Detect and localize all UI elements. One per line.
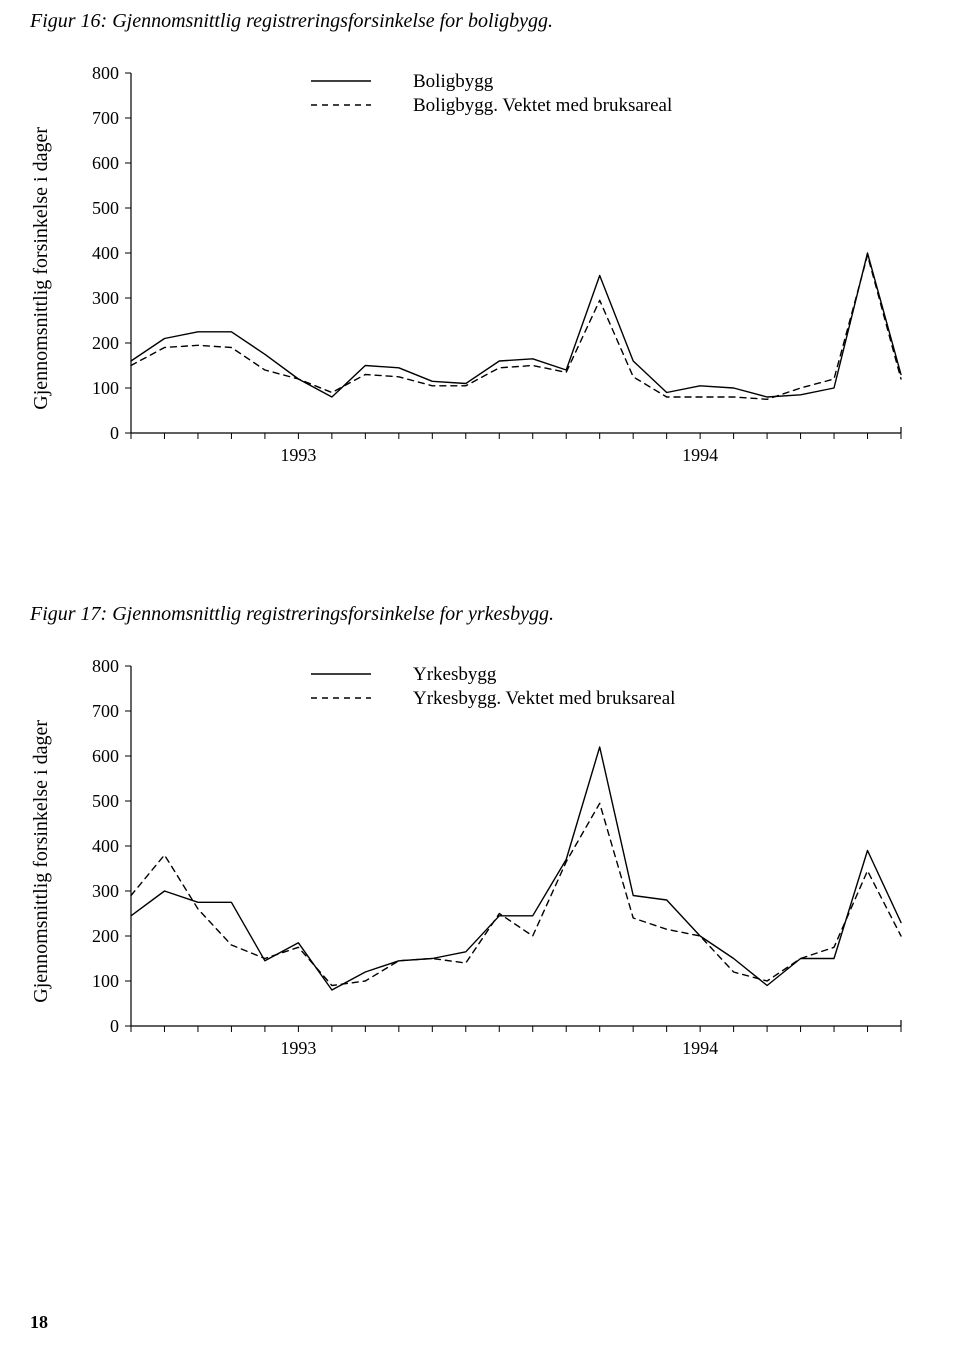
legend-label: Yrkesbygg. Vektet med bruksareal [413,688,675,709]
legend-label: Boligbygg [413,71,494,92]
y-tick-label: 500 [92,791,119,811]
page-number: 18 [30,1312,48,1333]
figure-16-title: Figur 16: Gjennomsnittlig registreringsf… [30,10,930,33]
y-tick-label: 400 [92,836,119,856]
y-tick-label: 700 [92,108,119,128]
y-tick-label: 600 [92,153,119,173]
figure-17-ylabel: Gjennomsnittlig forsinkelse i dager [30,720,53,1003]
y-tick-label: 600 [92,746,119,766]
y-tick-label: 800 [92,656,119,676]
y-tick-label: 0 [110,1016,119,1036]
x-tick-label: 1993 [280,445,316,465]
y-tick-label: 800 [92,63,119,83]
y-tick-label: 0 [110,423,119,443]
figure-16-ylabel: Gjennomsnittlig forsinkelse i dager [30,127,53,410]
x-tick-label: 1994 [682,1038,718,1058]
y-tick-label: 300 [92,288,119,308]
y-tick-label: 500 [92,198,119,218]
y-tick-label: 100 [92,378,119,398]
y-tick-label: 200 [92,926,119,946]
figure-16-block: Figur 16: Gjennomsnittlig registreringsf… [30,10,930,483]
figure-16-chartwrap: Gjennomsnittlig forsinkelse i dager 0 100… [30,53,930,483]
figure-17-title: Figur 17: Gjennomsnittlig registreringsf… [30,603,930,626]
x-tick-label: 1994 [682,445,718,465]
figure-17-block: Figur 17: Gjennomsnittlig registreringsf… [30,603,930,1076]
y-tick-label: 100 [92,971,119,991]
series-line-0 [131,253,901,397]
y-tick-label: 300 [92,881,119,901]
x-tick-label: 1993 [280,1038,316,1058]
series-line-1 [131,803,901,985]
y-tick-label: 700 [92,701,119,721]
y-tick-label: 200 [92,333,119,353]
y-tick-label: 400 [92,243,119,263]
figure-16-chart: 0 100 200 300 400 500 600 700 800 1993 1994 Boligby… [61,53,921,483]
series-line-0 [131,747,901,990]
series-line-1 [131,255,901,399]
figure-17-chartwrap: Gjennomsnittlig forsinkelse i dager 0 100… [30,646,930,1076]
legend-label: Yrkesbygg [413,664,497,685]
figure-17-chart: 0 100 200 300 400 500 600 700 800 1993 1994 Yrkesby… [61,646,921,1076]
legend-label: Boligbygg. Vektet med bruksareal [413,95,672,116]
